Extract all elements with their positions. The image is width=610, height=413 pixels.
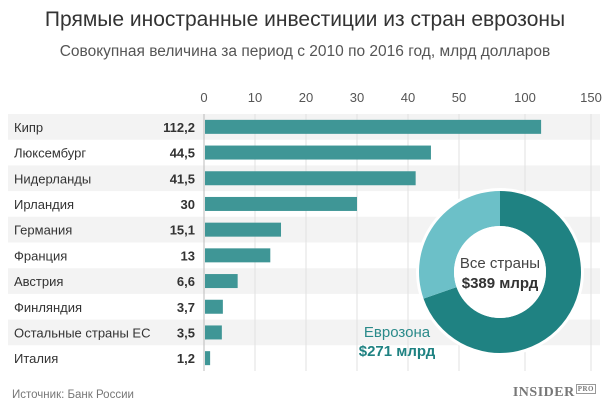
- category-label: Франция: [14, 248, 67, 263]
- donut-slice-1: [423, 191, 581, 353]
- x-tick-label: 10: [248, 90, 262, 105]
- donut-slice-2: [419, 191, 500, 299]
- x-tick-label: 100: [514, 90, 536, 105]
- bar-5: [205, 222, 282, 237]
- donut-center-value: $389 млрд: [462, 275, 539, 292]
- value-label: 41,5: [170, 171, 195, 186]
- category-label: Люксембург: [14, 146, 86, 161]
- value-label: 6,6: [177, 274, 195, 289]
- category-label: Кипр: [14, 120, 43, 135]
- source-note: Источник: Банк России: [12, 389, 134, 401]
- insider-logo: INSIDER PRO: [512, 384, 596, 401]
- logo-badge: PRO: [575, 384, 596, 394]
- x-tick-label: 20: [299, 90, 313, 105]
- x-tick-label: 30: [350, 90, 364, 105]
- x-tick-label: 0: [200, 90, 207, 105]
- x-tick-label: 50: [452, 90, 466, 105]
- value-label: 44,5: [170, 146, 195, 161]
- bar-4: [205, 196, 357, 211]
- eurozone-label: Еврозона: [364, 324, 431, 341]
- bar-10: [205, 351, 211, 366]
- value-label: 3,7: [177, 300, 195, 315]
- category-label: Финляндия: [14, 300, 82, 315]
- value-label: 112,2: [163, 120, 195, 135]
- donut-center-label: Все страны: [460, 255, 540, 272]
- bar-2: [205, 145, 431, 160]
- value-label: 13: [181, 248, 195, 263]
- bar-8: [205, 299, 223, 314]
- value-label: 3,5: [177, 325, 195, 340]
- chart-subtitle: Совокупная величина за период с 2010 по …: [59, 43, 551, 60]
- logo-text: INSIDER: [512, 385, 575, 400]
- category-label: Нидерланды: [14, 171, 91, 186]
- x-tick-label: 150: [580, 90, 602, 105]
- x-tick-label: 40: [401, 90, 415, 105]
- category-label: Германия: [14, 223, 72, 238]
- category-label: Остальные страны ЕС: [14, 325, 150, 340]
- eurozone-value: $271 млрд: [359, 343, 436, 360]
- bar-7: [205, 274, 238, 289]
- category-label: Италия: [14, 351, 58, 366]
- value-label: 15,1: [170, 223, 195, 238]
- donut-hole: [454, 226, 546, 318]
- category-label: Австрия: [14, 274, 63, 289]
- value-label: 1,2: [177, 351, 195, 366]
- category-label: Ирландия: [14, 197, 74, 212]
- bar-1: [205, 119, 542, 134]
- chart-title: Прямые иностранные инвестиции из стран е…: [44, 8, 566, 31]
- bar-3: [205, 171, 416, 186]
- bar-9: [205, 325, 222, 340]
- bar-6: [205, 248, 271, 263]
- value-label: 30: [181, 197, 195, 212]
